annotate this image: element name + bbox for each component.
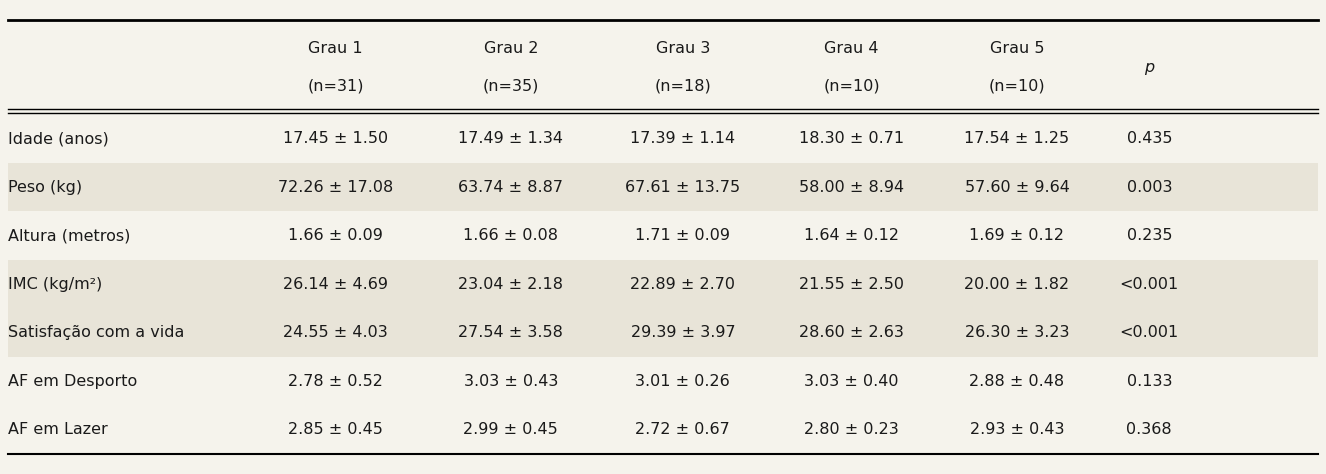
Text: AF em Lazer: AF em Lazer xyxy=(8,422,107,437)
Text: 0.003: 0.003 xyxy=(1127,180,1172,195)
Text: 2.78 ± 0.52: 2.78 ± 0.52 xyxy=(288,374,383,389)
Text: <0.001: <0.001 xyxy=(1119,277,1179,292)
Text: 58.00 ± 8.94: 58.00 ± 8.94 xyxy=(800,180,904,195)
Text: 0.435: 0.435 xyxy=(1127,131,1172,146)
Text: 26.14 ± 4.69: 26.14 ± 4.69 xyxy=(282,277,389,292)
Text: AF em Desporto: AF em Desporto xyxy=(8,374,138,389)
Text: 3.03 ± 0.43: 3.03 ± 0.43 xyxy=(464,374,558,389)
Text: IMC (kg/m²): IMC (kg/m²) xyxy=(8,277,102,292)
Text: 2.85 ± 0.45: 2.85 ± 0.45 xyxy=(288,422,383,437)
Text: 0.368: 0.368 xyxy=(1127,422,1172,437)
Text: Grau 3: Grau 3 xyxy=(655,41,709,56)
Text: 57.60 ± 9.64: 57.60 ± 9.64 xyxy=(964,180,1069,195)
Text: 28.60 ± 2.63: 28.60 ± 2.63 xyxy=(800,325,904,340)
Text: p: p xyxy=(1144,60,1155,75)
FancyBboxPatch shape xyxy=(8,309,1318,357)
Text: 26.30 ± 3.23: 26.30 ± 3.23 xyxy=(965,325,1069,340)
Text: 17.39 ± 1.14: 17.39 ± 1.14 xyxy=(630,131,736,146)
Text: 3.03 ± 0.40: 3.03 ± 0.40 xyxy=(805,374,899,389)
Text: 1.69 ± 0.12: 1.69 ± 0.12 xyxy=(969,228,1065,243)
FancyBboxPatch shape xyxy=(8,260,1318,309)
Text: 0.133: 0.133 xyxy=(1127,374,1172,389)
Text: Grau 4: Grau 4 xyxy=(825,41,879,56)
Text: 63.74 ± 8.87: 63.74 ± 8.87 xyxy=(459,180,564,195)
Text: 2.99 ± 0.45: 2.99 ± 0.45 xyxy=(464,422,558,437)
Text: 17.54 ± 1.25: 17.54 ± 1.25 xyxy=(964,131,1070,146)
Text: 2.93 ± 0.43: 2.93 ± 0.43 xyxy=(969,422,1065,437)
Text: (n=10): (n=10) xyxy=(823,79,880,94)
Text: (n=31): (n=31) xyxy=(308,79,363,94)
Text: Idade (anos): Idade (anos) xyxy=(8,131,109,146)
Text: 72.26 ± 17.08: 72.26 ± 17.08 xyxy=(278,180,392,195)
Text: 2.88 ± 0.48: 2.88 ± 0.48 xyxy=(969,374,1065,389)
Text: 21.55 ± 2.50: 21.55 ± 2.50 xyxy=(800,277,904,292)
Text: 17.49 ± 1.34: 17.49 ± 1.34 xyxy=(459,131,564,146)
Text: (n=35): (n=35) xyxy=(483,79,538,94)
Text: Altura (metros): Altura (metros) xyxy=(8,228,130,243)
Text: Grau 5: Grau 5 xyxy=(989,41,1044,56)
Text: Grau 2: Grau 2 xyxy=(484,41,538,56)
Text: 1.66 ± 0.09: 1.66 ± 0.09 xyxy=(288,228,383,243)
Text: Peso (kg): Peso (kg) xyxy=(8,180,82,195)
Text: 27.54 ± 3.58: 27.54 ± 3.58 xyxy=(459,325,564,340)
Text: 20.00 ± 1.82: 20.00 ± 1.82 xyxy=(964,277,1070,292)
Text: 1.64 ± 0.12: 1.64 ± 0.12 xyxy=(804,228,899,243)
Text: 1.66 ± 0.08: 1.66 ± 0.08 xyxy=(463,228,558,243)
Text: Satisfação com a vida: Satisfação com a vida xyxy=(8,325,184,340)
Text: 0.235: 0.235 xyxy=(1127,228,1172,243)
Text: 17.45 ± 1.50: 17.45 ± 1.50 xyxy=(282,131,389,146)
Text: 18.30 ± 0.71: 18.30 ± 0.71 xyxy=(800,131,904,146)
Text: (n=18): (n=18) xyxy=(655,79,711,94)
Text: <0.001: <0.001 xyxy=(1119,325,1179,340)
Text: 2.80 ± 0.23: 2.80 ± 0.23 xyxy=(804,422,899,437)
Text: 22.89 ± 2.70: 22.89 ± 2.70 xyxy=(630,277,736,292)
Text: Grau 1: Grau 1 xyxy=(308,41,363,56)
Text: 1.71 ± 0.09: 1.71 ± 0.09 xyxy=(635,228,731,243)
Text: (n=10): (n=10) xyxy=(989,79,1045,94)
Text: 24.55 ± 4.03: 24.55 ± 4.03 xyxy=(284,325,389,340)
Text: 2.72 ± 0.67: 2.72 ± 0.67 xyxy=(635,422,731,437)
Text: 67.61 ± 13.75: 67.61 ± 13.75 xyxy=(626,180,740,195)
Text: 29.39 ± 3.97: 29.39 ± 3.97 xyxy=(631,325,735,340)
FancyBboxPatch shape xyxy=(8,163,1318,211)
Text: 23.04 ± 2.18: 23.04 ± 2.18 xyxy=(459,277,564,292)
Text: 3.01 ± 0.26: 3.01 ± 0.26 xyxy=(635,374,731,389)
